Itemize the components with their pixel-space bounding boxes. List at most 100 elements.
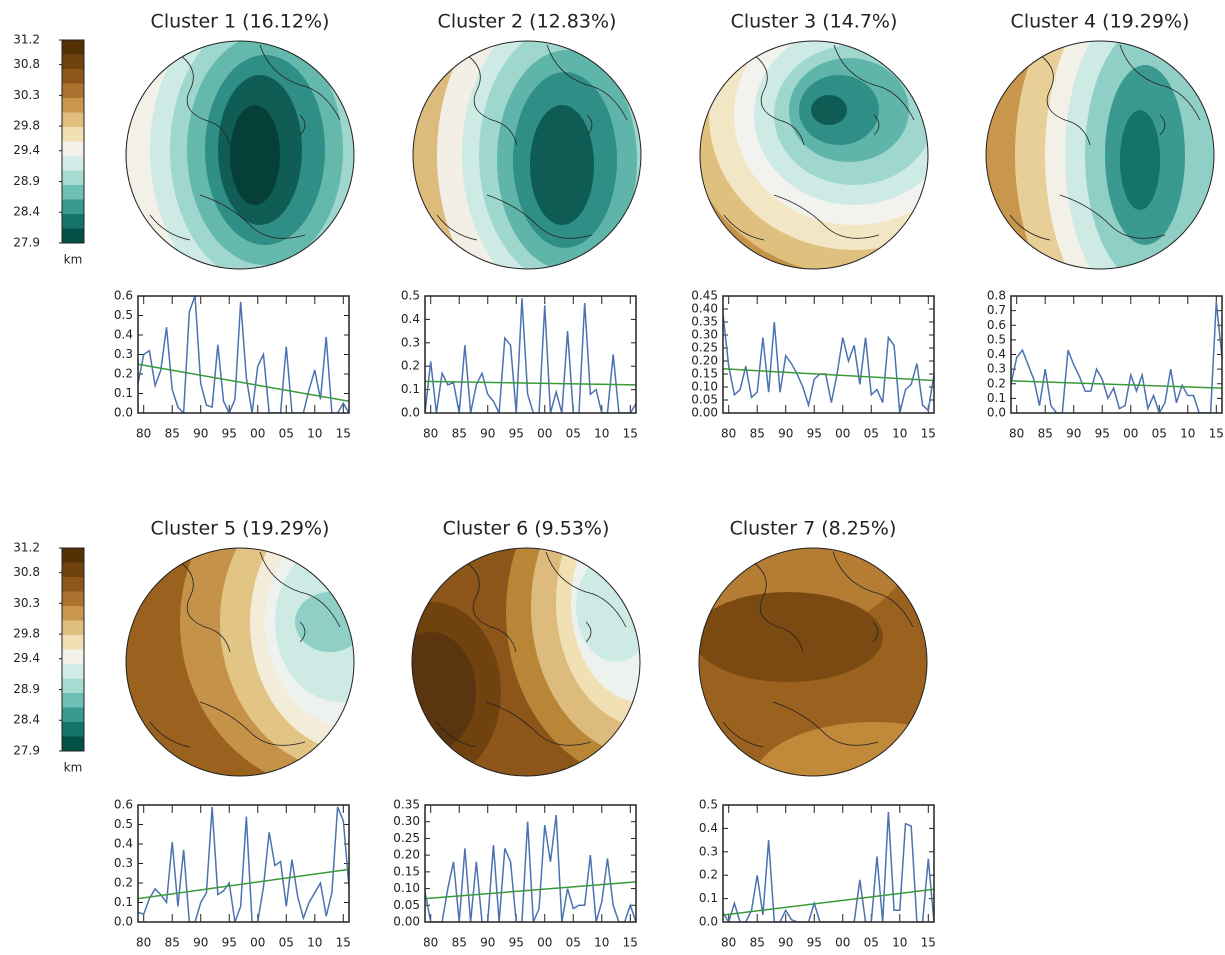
y-tick-label: 0.40 bbox=[691, 302, 718, 316]
y-tick-label: 0.30 bbox=[691, 328, 718, 342]
colorbar-tick-label: 29.8 bbox=[13, 627, 40, 641]
x-tick-label: 00 bbox=[835, 936, 850, 950]
y-tick-label: 0.30 bbox=[393, 814, 420, 828]
x-tick-label: 95 bbox=[807, 936, 822, 950]
colorbar-label: km bbox=[64, 761, 83, 775]
x-tick-label: 85 bbox=[452, 936, 467, 950]
map-contour bbox=[295, 592, 354, 652]
colorbar-band bbox=[62, 112, 84, 128]
x-tick-label: 80 bbox=[423, 427, 438, 441]
x-tick-label: 00 bbox=[250, 936, 265, 950]
x-tick-label: 10 bbox=[892, 427, 907, 441]
map-contour bbox=[412, 632, 476, 752]
coastline bbox=[1009, 44, 1201, 241]
colorbar-band bbox=[62, 562, 84, 578]
map-outline bbox=[125, 40, 355, 270]
coastline bbox=[435, 551, 627, 748]
x-tick-label: 85 bbox=[165, 427, 180, 441]
x-tick-label: 05 bbox=[1152, 427, 1167, 441]
y-tick-label: 0.0 bbox=[114, 915, 133, 929]
x-tick-label: 15 bbox=[921, 427, 936, 441]
x-tick-label: 80 bbox=[721, 427, 736, 441]
colorbar-band bbox=[62, 736, 84, 752]
colorbar-band bbox=[62, 199, 84, 215]
x-tick-label: 00 bbox=[835, 427, 850, 441]
plot-frame bbox=[137, 804, 350, 923]
colorbar-band bbox=[62, 635, 84, 650]
map-title: Cluster 2 (12.83%) bbox=[438, 11, 617, 33]
map-outline bbox=[411, 547, 641, 777]
colorbar-band bbox=[62, 678, 84, 694]
series-line bbox=[138, 296, 349, 413]
coastline bbox=[723, 44, 915, 241]
x-tick-label: 85 bbox=[1038, 427, 1053, 441]
x-tick-label: 05 bbox=[279, 936, 294, 950]
y-tick-label: 0.00 bbox=[691, 406, 718, 420]
map-contour bbox=[699, 592, 883, 682]
y-tick-label: 0.5 bbox=[987, 332, 1006, 346]
colorbar-band bbox=[62, 127, 84, 142]
y-tick-label: 0.15 bbox=[691, 367, 718, 381]
colorbar-band bbox=[62, 54, 84, 70]
series-line bbox=[425, 298, 636, 413]
y-tick-label: 0.1 bbox=[114, 895, 133, 909]
x-tick-label: 90 bbox=[1066, 427, 1081, 441]
colorbar-frame bbox=[61, 547, 85, 752]
y-tick-label: 0.5 bbox=[401, 289, 420, 303]
x-tick-label: 05 bbox=[864, 427, 879, 441]
colorbar-tick-label: 27.9 bbox=[13, 236, 40, 250]
x-tick-label: 85 bbox=[750, 427, 765, 441]
y-tick-label: 0.1 bbox=[699, 891, 718, 905]
map bbox=[126, 41, 354, 269]
colorbar-band bbox=[62, 156, 84, 171]
colorbar-band bbox=[62, 707, 84, 723]
x-tick-label: 85 bbox=[750, 936, 765, 950]
y-tick-label: 0.4 bbox=[114, 837, 133, 851]
map bbox=[986, 41, 1214, 269]
x-tick-label: 10 bbox=[307, 936, 322, 950]
y-tick-label: 0.1 bbox=[401, 382, 420, 396]
x-tick-label: 80 bbox=[423, 936, 438, 950]
colorbar-band bbox=[62, 577, 84, 592]
map-outline bbox=[699, 40, 929, 270]
colorbar-band bbox=[62, 185, 84, 200]
trend-line bbox=[425, 881, 636, 900]
map-title: Cluster 6 (9.53%) bbox=[443, 518, 610, 540]
colorbar-tick-label: 30.3 bbox=[13, 596, 40, 610]
colorbar-band bbox=[62, 649, 84, 665]
trend-line bbox=[723, 888, 934, 916]
plot-frame bbox=[722, 295, 935, 414]
x-tick-label: 95 bbox=[1095, 427, 1110, 441]
colorbar-tick-label: 29.4 bbox=[13, 143, 40, 157]
x-tick-label: 00 bbox=[250, 427, 265, 441]
map bbox=[699, 548, 927, 776]
x-tick-label: 00 bbox=[537, 936, 552, 950]
x-tick-label: 15 bbox=[623, 427, 638, 441]
x-tick-label: 90 bbox=[778, 936, 793, 950]
colorbar-tick-label: 29.4 bbox=[13, 651, 40, 665]
map-outline bbox=[125, 547, 355, 777]
map-title: Cluster 1 (16.12%) bbox=[151, 11, 330, 33]
x-tick-label: 15 bbox=[336, 936, 351, 950]
x-tick-label: 05 bbox=[864, 936, 879, 950]
y-tick-label: 0.0 bbox=[987, 406, 1006, 420]
trend-line bbox=[138, 868, 349, 900]
x-tick-label: 00 bbox=[1123, 427, 1138, 441]
x-tick-label: 90 bbox=[480, 427, 495, 441]
colorbar-band bbox=[62, 693, 84, 708]
colorbar-tick-label: 30.3 bbox=[13, 88, 40, 102]
x-tick-label: 90 bbox=[193, 427, 208, 441]
colorbar-band bbox=[62, 98, 84, 113]
map-title: Cluster 7 (8.25%) bbox=[730, 518, 897, 540]
y-tick-label: 0.0 bbox=[114, 406, 133, 420]
trend-line bbox=[723, 368, 934, 382]
colorbar-band bbox=[62, 141, 84, 157]
colorbar-band bbox=[62, 620, 84, 636]
colorbar-tick-label: 27.9 bbox=[13, 744, 40, 758]
y-tick-label: 0.3 bbox=[114, 856, 133, 870]
y-tick-label: 0.25 bbox=[691, 341, 718, 355]
x-tick-label: 15 bbox=[1209, 427, 1224, 441]
y-tick-label: 0.45 bbox=[691, 289, 718, 303]
y-tick-label: 0.5 bbox=[699, 798, 718, 812]
y-tick-label: 0.3 bbox=[699, 844, 718, 858]
